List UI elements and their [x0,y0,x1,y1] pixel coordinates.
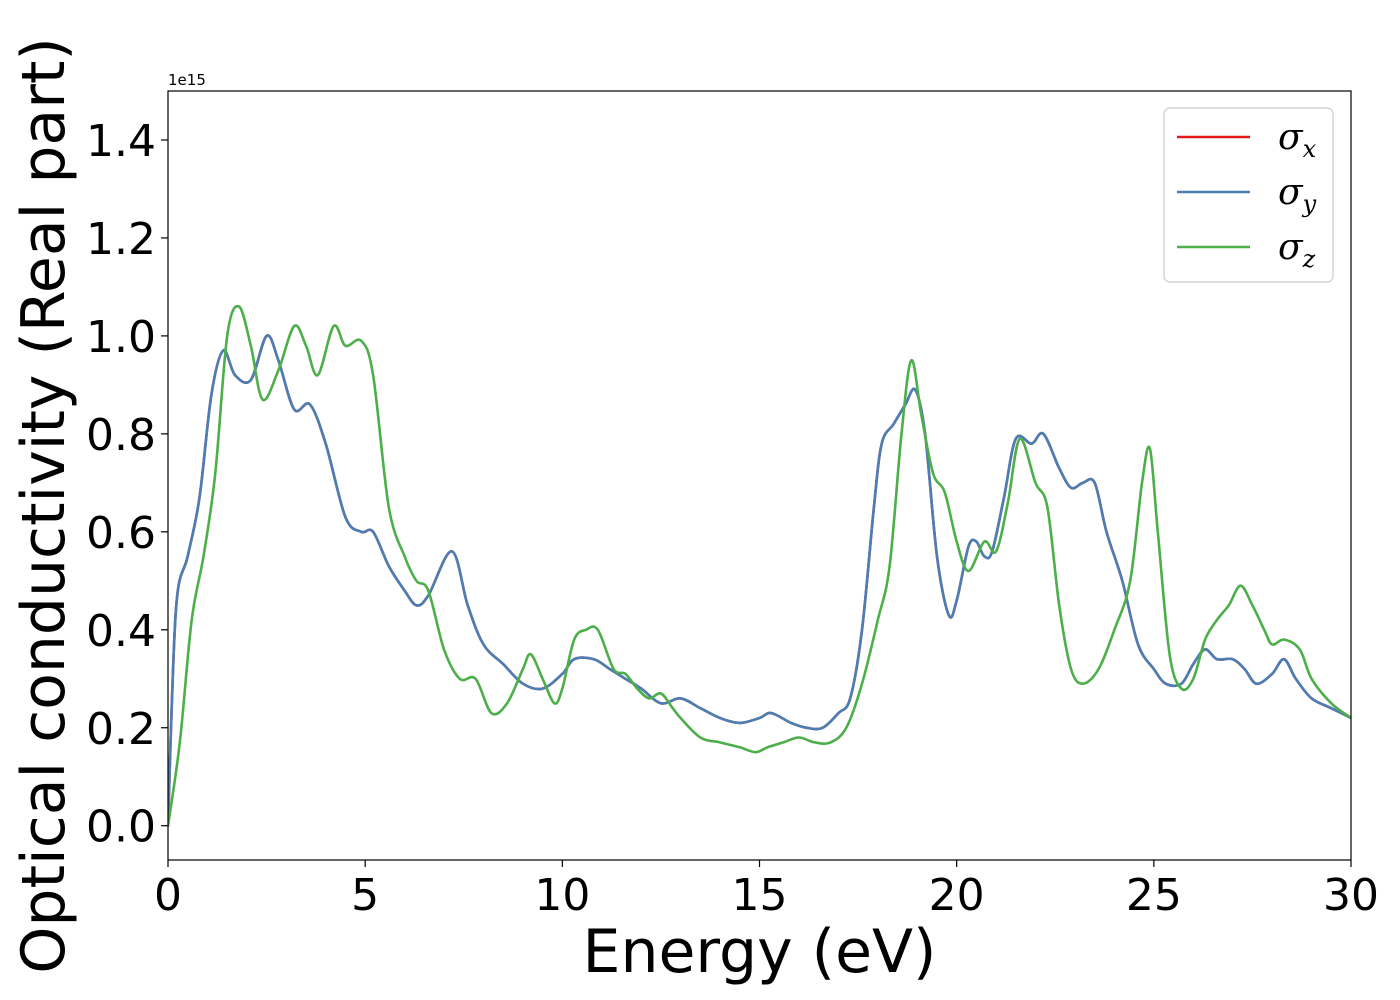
y-tick-label: 0.8 [86,410,156,461]
x-tick-label: 25 [1126,870,1182,921]
x-tick-label: 10 [534,870,590,921]
x-tick-label: 15 [732,870,788,921]
x-axis-label: Energy (eV) [583,917,937,987]
y-tick-label: 1.0 [86,312,156,363]
x-tick-label: 5 [351,870,379,921]
legend-label-z: σz [1278,227,1316,273]
y-axis-offset-label: 1e15 [168,71,206,89]
legend-box [1163,107,1334,283]
y-tick-label: 0.6 [86,508,156,559]
y-tick-label: 1.2 [86,214,156,265]
x-tick-label: 0 [154,870,182,921]
legend: σx σy σz [1163,107,1334,283]
series-line-z [168,304,1351,827]
y-tick-label: 0.0 [86,802,156,853]
x-tick-label: 30 [1323,870,1379,921]
x-tick-label: 20 [929,870,985,921]
y-tick-label: 1.4 [86,116,156,167]
y-tick-label: 0.2 [86,704,156,755]
legend-label-x: σx [1278,117,1317,163]
series-line-y [168,334,1351,827]
y-tick-label: 0.4 [86,606,156,657]
y-axis-label: Optical conductivity (Real part) [9,37,79,974]
legend-label-y: σy [1278,172,1317,218]
